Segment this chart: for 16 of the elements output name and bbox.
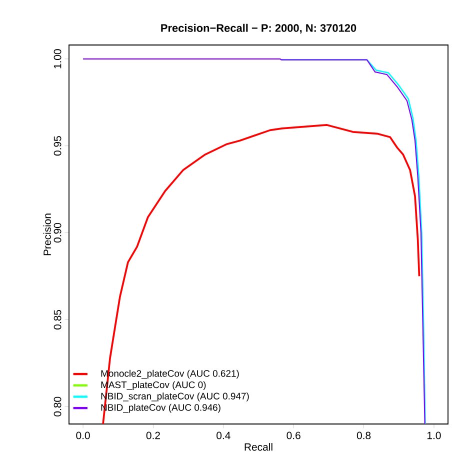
y-tick-label: 0.95 <box>54 136 62 156</box>
line-series <box>82 58 426 424</box>
y-tick-label: 0.85 <box>54 310 62 330</box>
y-tick-label: 1.00 <box>54 49 62 68</box>
x-tick-label: 0.2 <box>146 432 160 440</box>
y-tick-label: 0.90 <box>54 222 62 243</box>
y-tick-label: 0.80 <box>54 396 62 416</box>
x-tick-label: 0.8 <box>356 432 371 440</box>
x-tick-label: 1.0 <box>427 432 441 440</box>
chart-title: Precision−Recall − P: 2000, N: 370120 <box>161 24 356 34</box>
x-tick-label: 0.4 <box>216 432 230 440</box>
x-tick-label: 0.6 <box>286 432 300 440</box>
line-series <box>102 124 420 424</box>
y-axis-title: Precision <box>43 214 51 256</box>
x-tick-label: 0.0 <box>76 432 90 440</box>
x-axis-title: Recall <box>244 443 272 451</box>
